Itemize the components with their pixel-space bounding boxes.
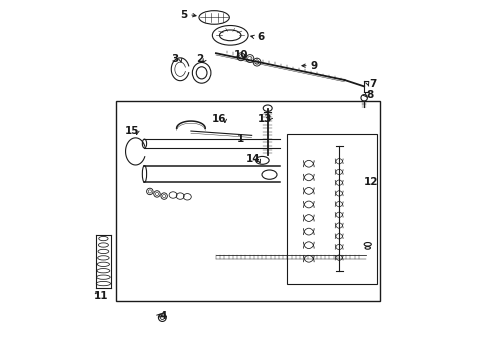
Text: 10: 10 <box>233 50 248 60</box>
Text: 13: 13 <box>257 113 271 123</box>
Text: 12: 12 <box>364 177 378 187</box>
Text: 1: 1 <box>237 134 244 144</box>
Text: 15: 15 <box>124 126 139 136</box>
Text: 14: 14 <box>245 154 260 164</box>
Text: 11: 11 <box>94 291 108 301</box>
Text: 3: 3 <box>171 54 178 64</box>
Text: 2: 2 <box>196 54 203 64</box>
Text: 9: 9 <box>310 61 317 71</box>
Text: 4: 4 <box>159 311 166 321</box>
Text: 6: 6 <box>256 32 264 42</box>
Text: 8: 8 <box>366 90 373 100</box>
Text: 5: 5 <box>180 10 187 19</box>
Text: 7: 7 <box>368 78 376 89</box>
Text: 16: 16 <box>212 113 226 123</box>
